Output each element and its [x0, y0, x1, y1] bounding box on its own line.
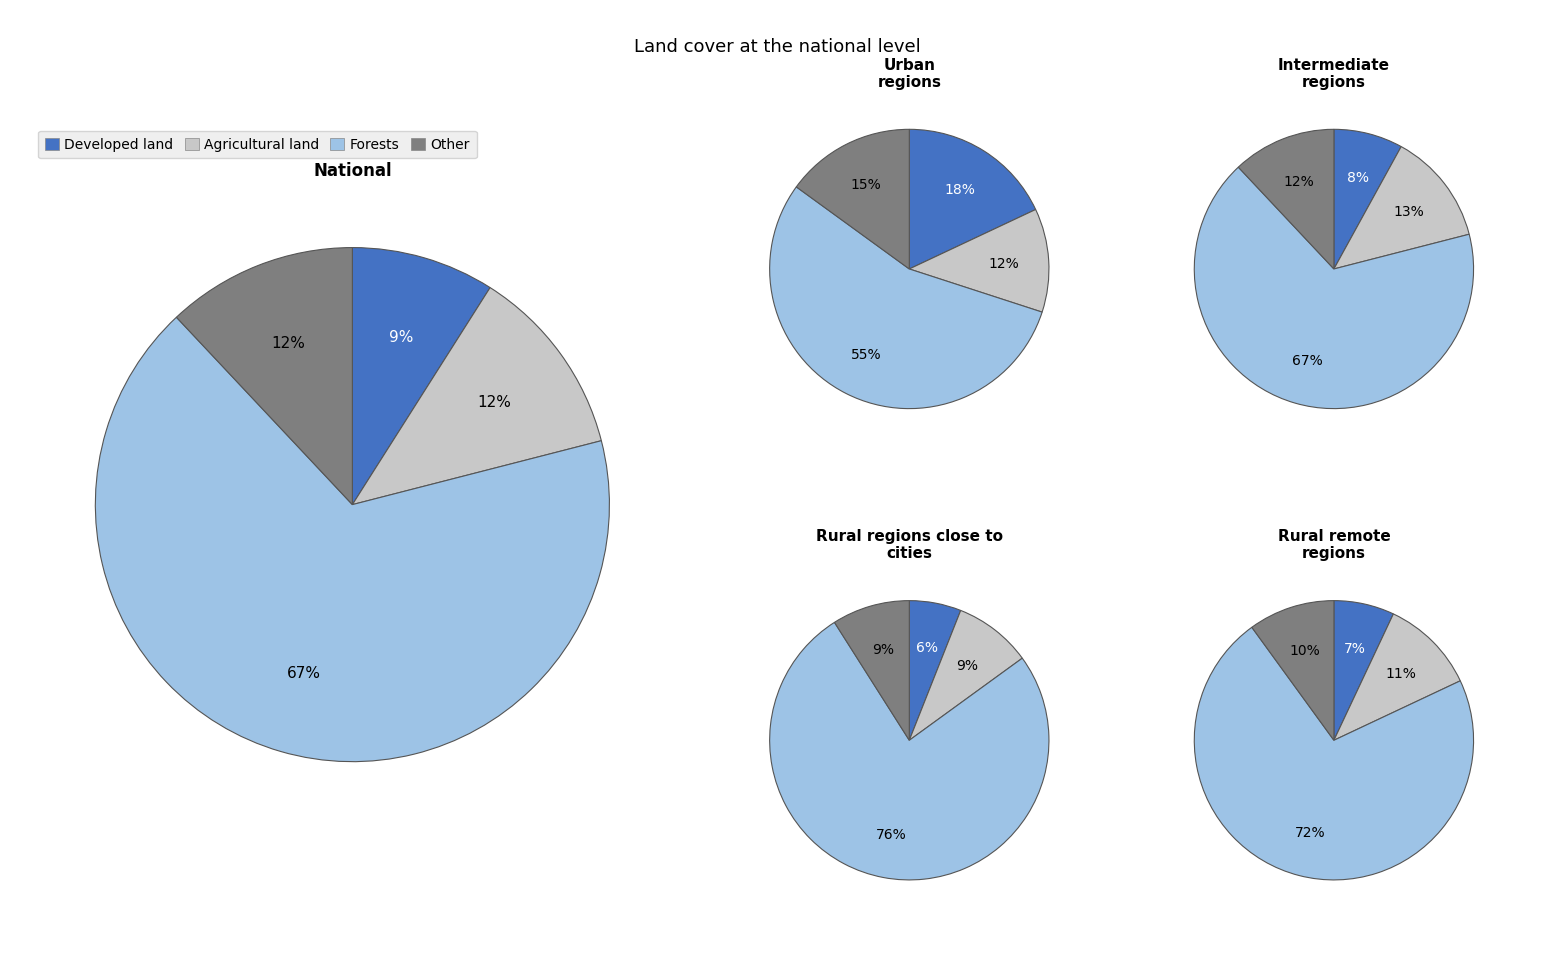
Text: 12%: 12% [270, 335, 305, 351]
Title: Intermediate
regions: Intermediate regions [1277, 57, 1389, 90]
Wedge shape [1333, 615, 1461, 740]
Wedge shape [1333, 131, 1402, 270]
Text: 11%: 11% [1386, 666, 1417, 680]
Text: 10%: 10% [1290, 643, 1319, 658]
Wedge shape [1253, 601, 1333, 740]
Text: 55%: 55% [852, 347, 881, 361]
Wedge shape [909, 611, 1023, 740]
Wedge shape [1239, 131, 1333, 270]
Text: 15%: 15% [850, 178, 881, 193]
Wedge shape [1333, 148, 1469, 270]
Title: National: National [312, 162, 392, 180]
Wedge shape [1333, 601, 1394, 740]
Text: 12%: 12% [1284, 174, 1315, 189]
Title: Rural remote
regions: Rural remote regions [1277, 528, 1391, 560]
Text: 67%: 67% [286, 665, 320, 680]
Text: 72%: 72% [1294, 825, 1326, 840]
Wedge shape [353, 289, 601, 505]
Wedge shape [909, 131, 1035, 270]
Wedge shape [353, 249, 490, 505]
Title: Rural regions close to
cities: Rural regions close to cities [816, 528, 1002, 560]
Legend: Developed land, Agricultural land, Forests, Other: Developed land, Agricultural land, Fores… [37, 132, 477, 159]
Wedge shape [95, 318, 609, 761]
Text: 12%: 12% [988, 256, 1019, 271]
Wedge shape [834, 601, 909, 740]
Wedge shape [769, 188, 1043, 409]
Text: 12%: 12% [477, 395, 511, 410]
Wedge shape [909, 211, 1049, 313]
Text: 6%: 6% [917, 640, 939, 655]
Text: 9%: 9% [388, 330, 413, 345]
Text: 18%: 18% [945, 183, 976, 196]
Text: 76%: 76% [876, 826, 908, 841]
Text: 9%: 9% [872, 642, 894, 657]
Text: 9%: 9% [957, 659, 979, 673]
Wedge shape [1195, 628, 1473, 880]
Text: 7%: 7% [1344, 641, 1366, 655]
Text: Land cover at the national level: Land cover at the national level [634, 38, 920, 56]
Text: 67%: 67% [1291, 354, 1322, 368]
Wedge shape [177, 249, 353, 505]
Text: 13%: 13% [1394, 205, 1425, 218]
Title: Urban
regions: Urban regions [878, 57, 942, 90]
Wedge shape [769, 622, 1049, 880]
Text: 8%: 8% [1346, 171, 1369, 185]
Wedge shape [909, 601, 960, 740]
Wedge shape [796, 131, 909, 270]
Wedge shape [1195, 168, 1473, 409]
